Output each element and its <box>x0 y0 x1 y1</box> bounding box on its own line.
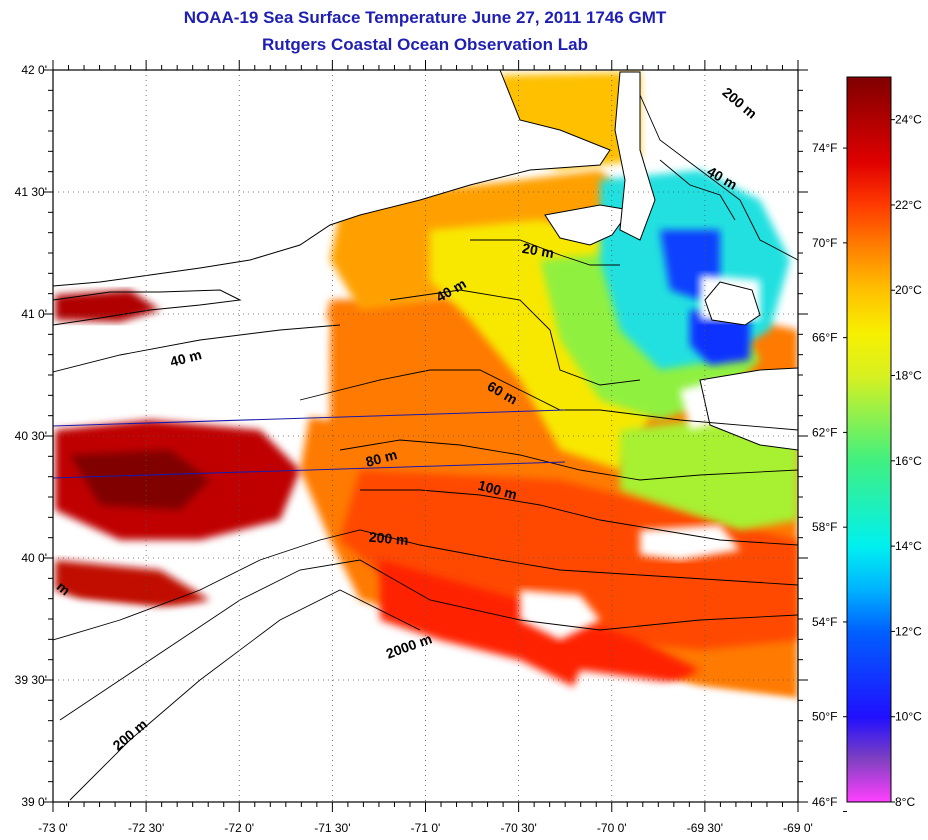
contour-label: 80 m <box>364 446 399 470</box>
lon-tick-label: -73 0' <box>38 821 68 835</box>
lon-tick-label: -72 0' <box>224 821 254 835</box>
celsius-label: 16°C <box>895 454 922 468</box>
lat-tick-label: 40 0' <box>21 551 47 565</box>
lat-tick-label: 39 0' <box>21 795 47 809</box>
colorbar <box>846 76 892 803</box>
fahrenheit-label: 58°F <box>812 520 837 534</box>
fahrenheit-label: 70°F <box>812 236 837 250</box>
celsius-label: 18°C <box>895 369 922 383</box>
map-title: NOAA-19 Sea Surface Temperature June 27,… <box>183 8 667 27</box>
lon-tick-label: -71 0' <box>411 821 441 835</box>
lat-tick-label: 40 30' <box>15 429 47 443</box>
lon-tick-label: -69 30' <box>687 821 723 835</box>
contour-label: 20 m <box>521 240 555 261</box>
lon-tick-label: -69 0' <box>783 821 813 835</box>
lat-tick-label: 39 30' <box>15 673 47 687</box>
celsius-label: 24°C <box>895 113 922 127</box>
axis-ticks <box>43 60 808 812</box>
transect-lines <box>53 409 566 479</box>
axis-labels: -73 0' -72 30' -72 0' -71 30' -71 0' -70 30' -… <box>15 63 813 835</box>
contour-label: 2000 m <box>384 630 434 661</box>
fahrenheit-label: 74°F <box>812 141 837 155</box>
fahrenheit-label: 62°F <box>812 425 837 439</box>
fahrenheit-label: 66°F <box>812 331 837 345</box>
map-subtitle: Rutgers Coastal Ocean Observation Lab <box>262 35 588 54</box>
lon-tick-label: -71 30' <box>314 821 350 835</box>
graticule <box>53 70 798 802</box>
lat-tick-label: 41 0' <box>21 307 47 321</box>
celsius-label: 20°C <box>895 283 922 297</box>
contour-label: 200 m <box>368 529 409 548</box>
lon-tick-label: -70 30' <box>500 821 536 835</box>
lat-tick-label: 42 0' <box>21 63 47 77</box>
celsius-label: 8°C <box>895 795 915 809</box>
fahrenheit-label: 46°F <box>812 795 837 809</box>
sst-imagery <box>55 72 798 802</box>
bathymetry-contours <box>53 94 798 801</box>
celsius-label: 10°C <box>895 710 922 724</box>
contour-label: 200 m <box>719 84 760 122</box>
contour-label: 40 m <box>168 346 203 370</box>
fahrenheit-label: 54°F <box>812 615 837 629</box>
lat-tick-label: 41 30' <box>15 185 47 199</box>
lon-tick-label: -72 30' <box>128 821 164 835</box>
lon-tick-label: -70 0' <box>597 821 627 835</box>
celsius-label: 22°C <box>895 198 922 212</box>
celsius-label: 12°C <box>895 624 922 638</box>
fahrenheit-label: 50°F <box>812 710 837 724</box>
celsius-label: 14°C <box>895 539 922 553</box>
colorbar-labels: 24°C 22°C 20°C 18°C 16°C 14°C 12°C 10°C 8°C 74°F 7… <box>812 113 922 812</box>
